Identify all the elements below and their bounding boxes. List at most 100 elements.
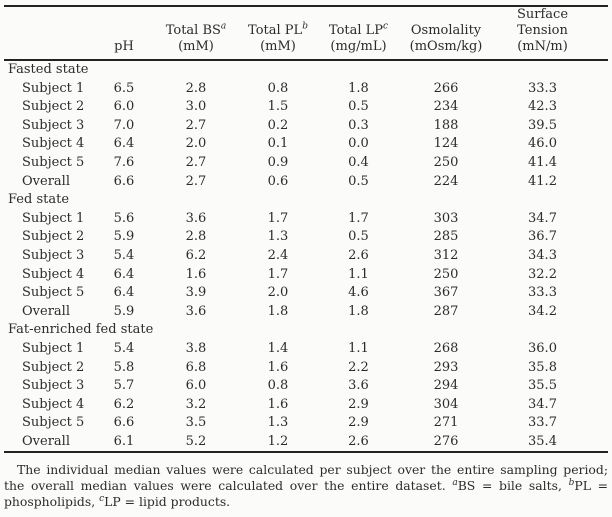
section-label: Fasted state <box>8 62 89 77</box>
cell-value: 0.2 <box>267 117 289 133</box>
cell-value: 6.5 <box>113 80 135 96</box>
table-row: Subject 4 6.2 3.2 1.6 2.9 304 34.7 <box>4 396 608 415</box>
column-header-total-pl: Total PLb (mM) <box>240 6 316 61</box>
cell-value: 1.4 <box>267 340 289 356</box>
cell-value: 3.5 <box>185 415 207 431</box>
table-row: Subject 3 7.0 2.7 0.2 0.3 188 39.5 <box>4 117 608 136</box>
cell-value: 271 <box>433 415 459 431</box>
section-row: Fat-enriched fed state <box>4 321 608 340</box>
cell-value: 6.4 <box>113 285 135 301</box>
row-label: Subject 5 <box>22 285 85 301</box>
cell-value: 5.4 <box>113 247 135 263</box>
table-row: Overall 6.1 5.2 1.2 2.6 276 35.4 <box>4 433 608 453</box>
cell-value: 3.6 <box>348 378 369 394</box>
cell-value: 5.7 <box>113 378 135 394</box>
row-label: Overall <box>22 433 70 449</box>
row-label: Subject 4 <box>22 266 85 282</box>
cell-value: 1.6 <box>185 266 207 282</box>
row-label: Subject 4 <box>22 136 85 152</box>
table-row: Subject 1 5.6 3.6 1.7 1.7 303 34.7 <box>4 210 608 229</box>
cell-value: 0.3 <box>348 117 369 133</box>
cell-value: 39.5 <box>528 117 557 133</box>
section-row: Fed state <box>4 191 608 210</box>
cell-value: 294 <box>433 378 459 394</box>
column-header-line2: (mg/mL) <box>330 39 387 54</box>
cell-value: 303 <box>433 210 459 226</box>
header-row: pH Total BSa (mM) Total PLb (mM) Total L… <box>4 6 608 61</box>
cell-value: 6.2 <box>185 247 207 263</box>
cell-value: 1.7 <box>267 266 289 282</box>
cell-value: 0.9 <box>267 154 289 170</box>
column-header-text: Total LP <box>328 23 384 38</box>
column-header-osmolality: Osmolality (mOsm/kg) <box>401 6 491 61</box>
column-header-line2: Tension (mN/m) <box>517 23 568 54</box>
cell-value: 41.2 <box>528 173 557 189</box>
row-label: Subject 4 <box>22 396 85 412</box>
section-row: Fasted state <box>4 60 608 80</box>
cell-value: 276 <box>433 433 459 449</box>
cell-value: 0.4 <box>348 154 369 170</box>
cell-value: 35.8 <box>528 359 557 375</box>
column-header-line1: Surface <box>516 7 569 22</box>
cell-value: 33.3 <box>528 80 557 96</box>
cell-value: 32.2 <box>528 266 557 282</box>
cell-value: 304 <box>433 396 459 412</box>
row-label: Subject 1 <box>22 80 85 96</box>
table-row: Subject 5 6.4 3.9 2.0 4.6 367 33.3 <box>4 284 608 303</box>
table-header: pH Total BSa (mM) Total PLb (mM) Total L… <box>4 6 608 61</box>
footnote-def-a: aBS = bile salts, <box>452 478 562 493</box>
cell-value: 2.6 <box>348 247 369 263</box>
row-label: Overall <box>22 303 70 319</box>
footnote-superscript-b: b <box>568 477 575 488</box>
cell-value: 1.8 <box>348 80 369 96</box>
cell-value: 3.0 <box>185 99 207 115</box>
row-label: Subject 3 <box>22 247 85 263</box>
cell-value: 1.7 <box>348 210 369 226</box>
cell-value: 0.5 <box>348 229 369 245</box>
cell-value: 3.2 <box>185 396 207 412</box>
cell-value: 5.2 <box>185 433 207 449</box>
table-row: Overall 6.6 2.7 0.6 0.5 224 41.2 <box>4 173 608 192</box>
cell-value: 1.3 <box>267 229 289 245</box>
cell-value: 35.5 <box>528 378 557 394</box>
cell-value: 0.5 <box>348 99 369 115</box>
cell-value: 5.6 <box>113 210 135 226</box>
cell-value: 5.4 <box>113 340 135 356</box>
cell-value: 33.7 <box>528 415 557 431</box>
cell-value: 36.7 <box>528 229 557 245</box>
cell-value: 5.9 <box>113 229 135 245</box>
cell-value: 6.0 <box>185 378 207 394</box>
superscript-marker-c: c <box>383 21 389 32</box>
column-header-empty <box>4 6 96 61</box>
cell-value: 6.2 <box>113 396 135 412</box>
cell-value: 0.6 <box>267 173 289 189</box>
cell-value: 293 <box>433 359 459 375</box>
cell-value: 1.6 <box>267 359 289 375</box>
cell-value: 3.6 <box>185 303 207 319</box>
cell-value: 1.2 <box>267 433 289 449</box>
column-header-line1: Osmolality <box>410 23 482 38</box>
cell-value: 2.4 <box>267 247 289 263</box>
cell-value: 6.4 <box>113 266 135 282</box>
cell-value: 36.0 <box>528 340 557 356</box>
cell-value: 34.3 <box>528 247 557 263</box>
cell-value: 42.3 <box>528 99 557 115</box>
row-label: Subject 3 <box>22 117 85 133</box>
table-body: Fasted state Subject 1 6.5 2.8 0.8 1.8 266 33.3… <box>4 60 608 452</box>
cell-value: 1.3 <box>267 415 289 431</box>
cell-value: 3.9 <box>185 285 207 301</box>
cell-value: 0.1 <box>267 136 289 152</box>
row-label: Subject 3 <box>22 378 85 394</box>
cell-value: 1.8 <box>267 303 289 319</box>
cell-value: 6.4 <box>113 136 135 152</box>
column-header-line2: pH <box>114 39 134 54</box>
cell-value: 7.6 <box>113 154 135 170</box>
row-label: Subject 5 <box>22 415 85 431</box>
table-row: Subject 2 5.8 6.8 1.6 2.2 293 35.8 <box>4 359 608 378</box>
cell-value: 250 <box>433 266 459 282</box>
cell-value: 2.2 <box>348 359 369 375</box>
footnote-superscript-c: c <box>99 493 105 504</box>
cell-value: 287 <box>433 303 459 319</box>
cell-value: 1.1 <box>348 266 369 282</box>
